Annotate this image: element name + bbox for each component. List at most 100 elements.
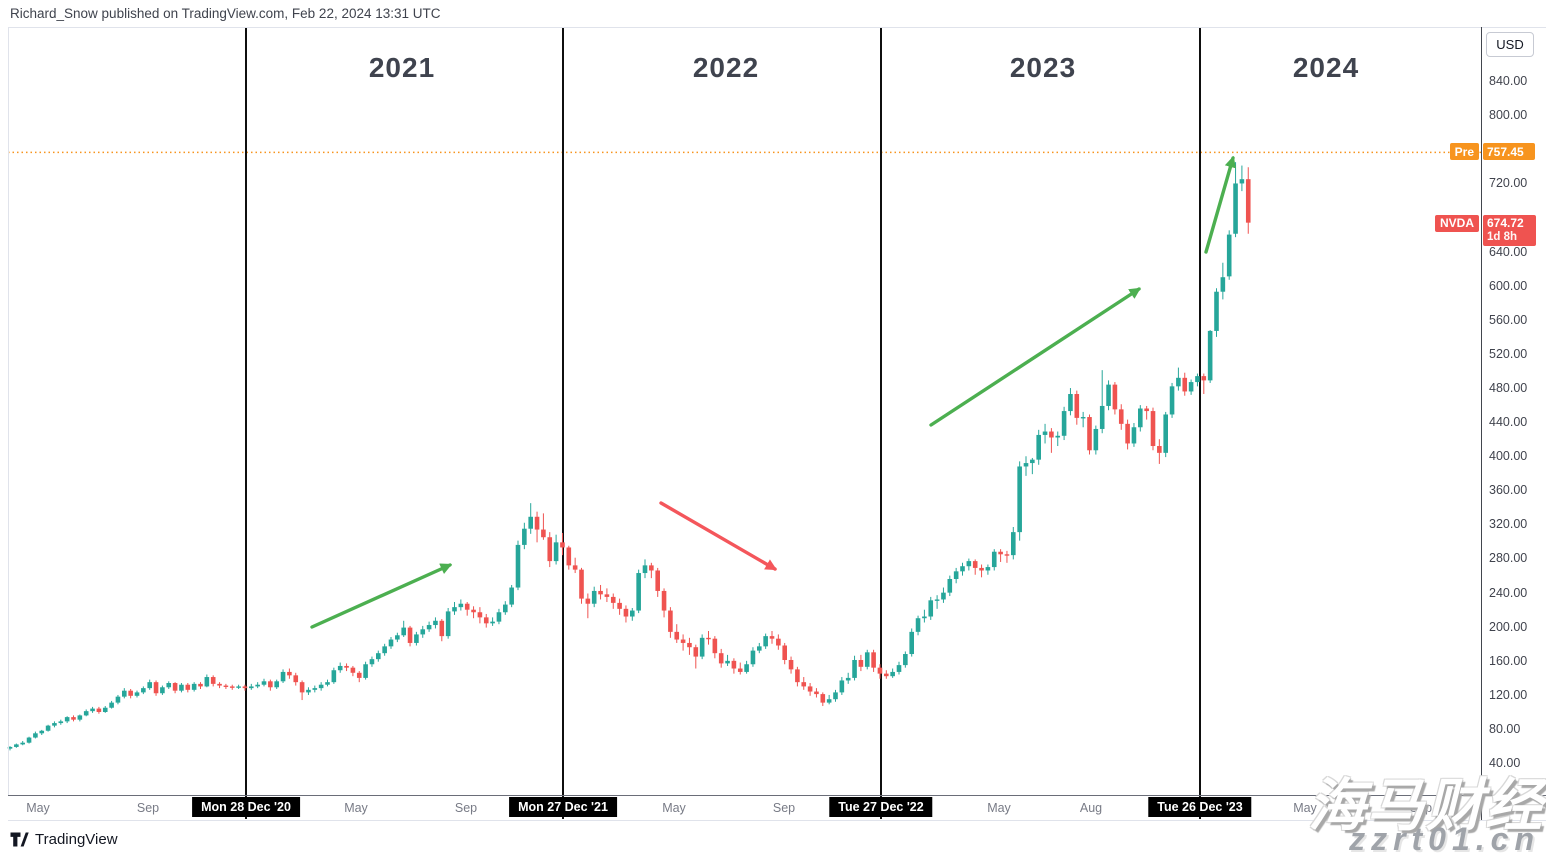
year-label-2023: 2023 <box>1009 52 1077 83</box>
candle-body <box>680 639 686 643</box>
year-label-2021: 2021 <box>368 52 436 83</box>
candle-body <box>560 542 565 548</box>
candle-body <box>591 590 597 604</box>
candle-body <box>26 737 32 743</box>
candle-body <box>96 708 102 712</box>
candle-body <box>445 611 451 637</box>
candle-body <box>122 690 127 697</box>
price-tick-600: 600.00 <box>1489 278 1528 293</box>
candle-body <box>7 746 13 749</box>
candle-body <box>166 683 172 688</box>
candle-body <box>934 599 940 601</box>
candle-body <box>1176 377 1181 387</box>
candle-body <box>1023 463 1029 467</box>
candle-body <box>325 682 330 685</box>
candle-body <box>1163 414 1168 453</box>
time-label-May: May <box>987 801 1011 815</box>
trend-arrow-up <box>310 563 453 629</box>
time-label-Sep: Sep <box>1409 801 1433 815</box>
candle-body <box>128 690 133 696</box>
candle-body <box>776 638 781 646</box>
candle-body <box>826 699 832 703</box>
candle-body <box>1004 554 1010 556</box>
candle-body <box>1214 291 1219 331</box>
candle-body <box>14 744 19 747</box>
candle-body <box>1150 411 1156 447</box>
price-axis-border <box>1481 27 1482 820</box>
candle-body <box>623 608 629 617</box>
candle-body <box>407 627 413 643</box>
candle-body <box>839 680 845 693</box>
candle-body <box>1074 394 1080 418</box>
candle-body <box>293 675 299 683</box>
candle-body <box>1245 179 1251 223</box>
price-tick-240: 240.00 <box>1489 585 1528 600</box>
candle-body <box>376 653 381 660</box>
candle-body <box>649 565 654 571</box>
candle-body <box>1138 408 1143 428</box>
price-tick-280: 280.00 <box>1489 551 1528 566</box>
candle-body <box>45 725 51 731</box>
candle-body <box>395 635 400 640</box>
candle-body <box>985 567 991 571</box>
price-tick-520: 520.00 <box>1489 346 1528 361</box>
candle-body <box>1220 277 1226 292</box>
attribution-text: Richard_Snow published on TradingView.co… <box>10 6 441 21</box>
candle-body <box>750 650 756 665</box>
candle-body <box>249 686 254 689</box>
candle-body <box>1118 409 1124 424</box>
candle-body <box>566 547 572 566</box>
candle-body <box>490 621 495 624</box>
watermark-chinese-text: 海马财经 <box>1308 774 1544 838</box>
candle-body <box>255 684 260 687</box>
candle-body <box>725 660 730 664</box>
candle-body <box>528 516 533 529</box>
tradingview-footer[interactable]: TradingView <box>10 831 118 848</box>
candle-body <box>579 569 584 599</box>
candle-body <box>1080 417 1086 419</box>
chart-bottom-border <box>8 820 1546 821</box>
candle-body <box>39 730 45 734</box>
candle-body <box>369 659 375 665</box>
candle-body <box>382 646 387 654</box>
candle-body <box>147 682 152 689</box>
candle-body <box>845 677 851 681</box>
candle-body <box>1112 384 1118 410</box>
candle-body <box>287 671 292 676</box>
price-tick-400: 400.00 <box>1489 449 1528 464</box>
candle-body <box>433 620 438 626</box>
candle-body <box>458 603 464 608</box>
date-badge: Mon 27 Dec '21 <box>509 797 617 817</box>
candle-body <box>884 673 889 677</box>
candle-body <box>191 683 197 690</box>
candle-body <box>179 684 184 691</box>
price-tick-120: 120.00 <box>1489 687 1528 702</box>
year-label-2022: 2022 <box>692 52 760 83</box>
candle-body <box>636 573 641 611</box>
time-label-Sep: Sep <box>136 801 160 815</box>
candle-body <box>496 612 502 622</box>
last-price-value: 674.72 <box>1487 216 1524 231</box>
symbol-tag: NVDA <box>1434 214 1479 232</box>
candle-body <box>223 685 229 687</box>
candle-body <box>572 565 578 570</box>
candle-body <box>90 708 95 712</box>
candle-body <box>915 618 921 632</box>
candle-body <box>522 528 527 545</box>
price-tick-840: 840.00 <box>1489 74 1528 88</box>
time-label-Sep: Sep <box>454 801 478 815</box>
candle-body <box>483 617 489 624</box>
currency-button[interactable]: USD <box>1486 32 1534 57</box>
candle-body <box>687 642 692 648</box>
trend-arrow-down <box>659 501 778 571</box>
candle-body <box>344 665 349 668</box>
candle-body <box>896 665 902 672</box>
trend-arrow-up <box>1204 155 1237 254</box>
time-label-Aug: Aug <box>1079 801 1103 815</box>
time-label-May: May <box>344 801 368 815</box>
candle-body <box>1099 405 1105 429</box>
candle-body <box>268 681 273 688</box>
candle-body <box>229 686 235 688</box>
